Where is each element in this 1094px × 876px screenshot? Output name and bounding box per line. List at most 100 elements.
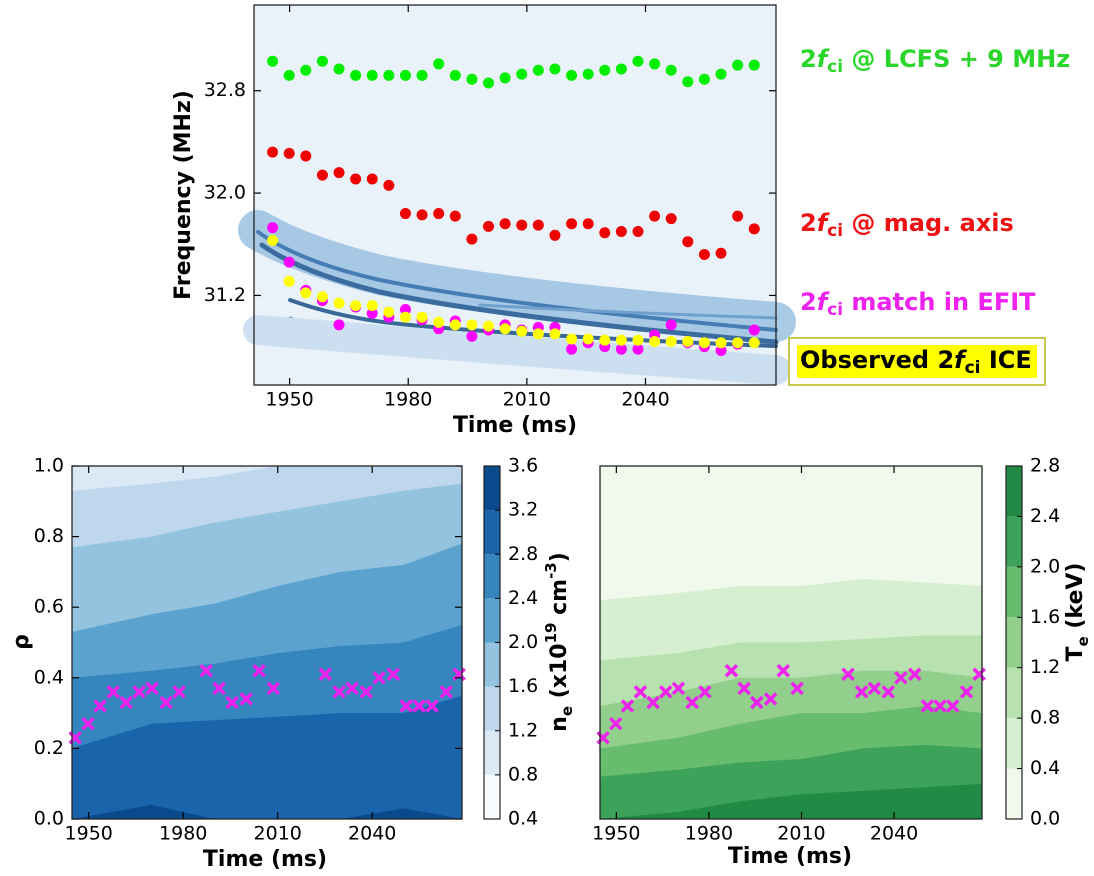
data-point <box>599 64 611 76</box>
data-point <box>516 325 528 337</box>
spectral-haze <box>243 315 791 385</box>
cross-marker <box>750 695 764 710</box>
cross-marker <box>959 685 974 699</box>
data-point <box>615 334 627 346</box>
colorbar-tick-label: 2.8 <box>508 543 538 565</box>
colorbar-band <box>484 466 500 511</box>
x-tick-label: 2010 <box>254 823 302 845</box>
data-point <box>499 323 511 335</box>
data-point <box>549 229 561 241</box>
data-point <box>748 337 760 349</box>
data-point <box>466 233 478 245</box>
colorbar-tick-label: 2.0 <box>508 631 538 653</box>
cross-marker <box>633 685 648 699</box>
data-point <box>732 210 744 222</box>
x-tick-label: 2040 <box>870 823 918 845</box>
colorbar-frame <box>1005 465 1023 820</box>
colorbar-band <box>1006 718 1022 769</box>
data-point <box>649 335 661 347</box>
data-point <box>532 219 544 231</box>
colorbar-tick-label: 0.4 <box>1030 757 1060 779</box>
data-point <box>532 64 544 76</box>
data-point <box>383 69 395 81</box>
cross-marker <box>907 667 922 682</box>
data-point <box>615 63 627 75</box>
label-part: -3 <box>542 562 560 579</box>
label-part: n <box>547 716 572 732</box>
data-point <box>748 59 760 71</box>
colorbar-label: ne (x1019 cm-3) <box>542 552 576 732</box>
data-point <box>549 63 561 75</box>
data-point <box>350 300 362 312</box>
cross-marker <box>698 685 712 699</box>
data-point <box>632 225 644 237</box>
cross-marker <box>763 692 778 706</box>
panel: 1950 1980 2010 2040 0.0 0.4 0.8 1.2 1.6 2.0 2.4 2.8 <box>592 455 1060 845</box>
cross-marker <box>386 667 401 682</box>
cross-marker <box>159 695 173 710</box>
data-point <box>433 58 445 70</box>
cross-marker <box>239 692 253 706</box>
cross-marker <box>266 681 281 696</box>
data-point <box>748 324 760 336</box>
colorbar-tick-label: 2.4 <box>508 587 538 609</box>
data-point <box>300 287 312 299</box>
cross-marker <box>252 664 266 678</box>
data-point <box>698 73 710 85</box>
y-tick-label: 0.6 <box>34 596 64 618</box>
data-point <box>333 319 345 331</box>
data-point <box>682 335 694 347</box>
data-point <box>582 218 594 230</box>
data-point <box>499 72 511 84</box>
data-point <box>665 319 677 331</box>
data-point <box>366 300 378 312</box>
data-point <box>599 227 611 239</box>
contour-band <box>600 783 982 819</box>
cross-marker <box>724 664 739 678</box>
legend-part: 2 <box>937 346 954 374</box>
y-tick-label: 0.4 <box>34 666 64 688</box>
cross-marker <box>145 681 159 696</box>
plot-frame <box>253 4 777 386</box>
cross-marker <box>425 699 439 713</box>
data-point <box>698 248 710 260</box>
legend-part: f <box>817 209 830 237</box>
cross-marker <box>318 667 333 682</box>
data-point <box>433 208 445 220</box>
data-point <box>449 69 461 81</box>
data-point <box>549 328 561 340</box>
data-point <box>267 146 279 158</box>
data-point <box>566 69 578 81</box>
data-point <box>399 208 411 220</box>
x-axis-label: Time (ms) <box>728 844 852 869</box>
y-tick-label: 32.0 <box>204 182 246 204</box>
data-point <box>383 306 395 318</box>
data-point <box>632 343 644 355</box>
label-part: (keV) <box>1063 563 1088 637</box>
legend-entry: 2fci @ LCFS + 9 MHz <box>800 45 1070 77</box>
cross-marker <box>172 685 186 699</box>
data-point <box>283 256 295 268</box>
data-point <box>300 64 312 76</box>
cross-marker <box>972 667 986 682</box>
colorbar-tick-label: 2.0 <box>1030 555 1060 577</box>
data-point <box>483 77 495 89</box>
data-point <box>665 335 677 347</box>
colorbar-band <box>484 686 500 731</box>
spectral-band <box>256 230 778 332</box>
legend-part: ci <box>965 358 981 378</box>
data-point <box>715 247 727 259</box>
data-point <box>316 169 328 181</box>
legend-part: ICE <box>981 346 1032 374</box>
data-point <box>399 304 411 316</box>
panel: 1950 1980 2010 2040 31.2 32.0 32.8 <box>204 4 796 411</box>
legend-part: 2 <box>800 209 817 237</box>
data-point <box>516 68 528 80</box>
data-point <box>283 147 295 159</box>
cross-marker <box>212 681 226 696</box>
legend-part: match in EFIT <box>843 288 1036 316</box>
data-point <box>483 220 495 232</box>
data-point <box>267 234 279 246</box>
cross-marker <box>119 695 133 710</box>
data-point <box>732 337 744 349</box>
